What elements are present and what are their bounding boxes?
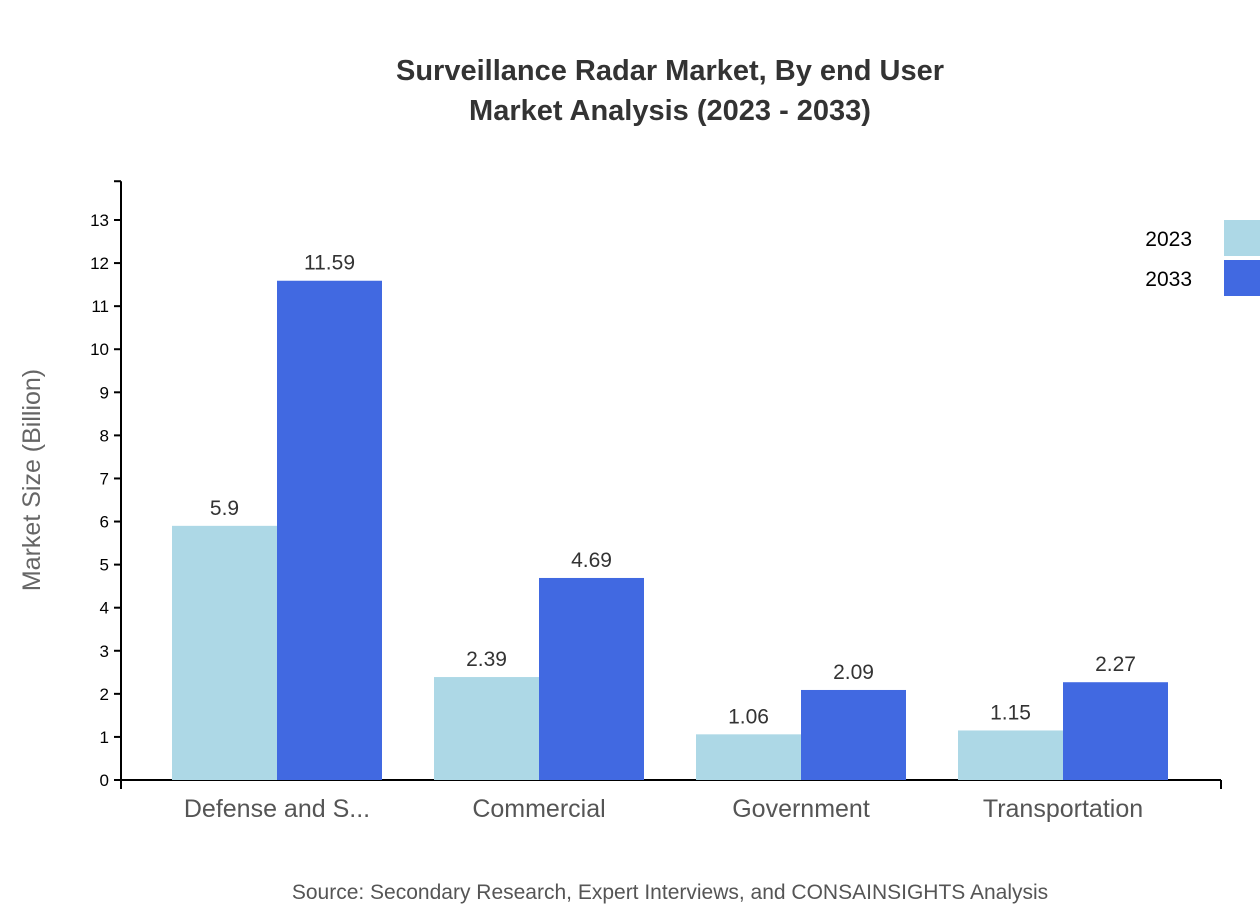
chart-title: Surveillance Radar Market, By end User — [396, 55, 944, 87]
bar-2023 — [958, 730, 1063, 780]
source-note: Source: Secondary Research, Expert Inter… — [292, 881, 1048, 904]
y-tick-label: 3 — [100, 642, 109, 661]
legend-label: 2023 — [1145, 228, 1192, 251]
y-tick-label: 1 — [100, 728, 109, 747]
y-tick-label: 8 — [100, 426, 109, 445]
data-label: 11.59 — [304, 252, 355, 275]
legend-label: 2033 — [1145, 268, 1192, 291]
data-label: 4.69 — [571, 549, 612, 572]
bar-2023 — [696, 734, 801, 780]
y-tick-label: 11 — [91, 297, 109, 316]
data-label: 2.39 — [466, 648, 507, 671]
y-tick-label: 9 — [100, 383, 109, 402]
data-label: 5.9 — [210, 497, 239, 520]
legend-swatch-2023 — [1224, 220, 1260, 256]
y-tick-label: 10 — [90, 340, 109, 359]
x-tick-label: Government — [732, 795, 870, 823]
bar-2033 — [277, 280, 382, 780]
y-tick-label: 5 — [100, 556, 109, 575]
x-tick-label: Transportation — [983, 795, 1143, 823]
legend-swatch-2033 — [1224, 260, 1260, 296]
data-label: 2.09 — [833, 661, 874, 684]
bar-2033 — [539, 577, 644, 780]
y-tick-label: 6 — [100, 513, 109, 532]
y-tick-label: 13 — [90, 211, 109, 230]
y-tick-label: 4 — [100, 599, 109, 618]
bar-2033 — [801, 689, 906, 780]
x-tick-label: Defense and S... — [184, 795, 370, 823]
y-tick-label: 2 — [100, 685, 109, 704]
y-tick-label: 7 — [100, 469, 109, 488]
y-tick-label: 12 — [90, 254, 109, 273]
data-label: 2.27 — [1095, 653, 1136, 676]
x-tick-label: Commercial — [472, 795, 605, 823]
y-axis-label: Market Size (Billion) — [18, 369, 46, 591]
y-tick-label: 0 — [100, 771, 109, 790]
bar-2023 — [172, 525, 277, 780]
bar-2023 — [434, 677, 539, 780]
chart-subtitle: Market Analysis (2023 - 2033) — [469, 95, 871, 127]
data-label: 1.06 — [728, 705, 769, 728]
bar-2033 — [1063, 682, 1168, 780]
data-label: 1.15 — [990, 701, 1031, 724]
